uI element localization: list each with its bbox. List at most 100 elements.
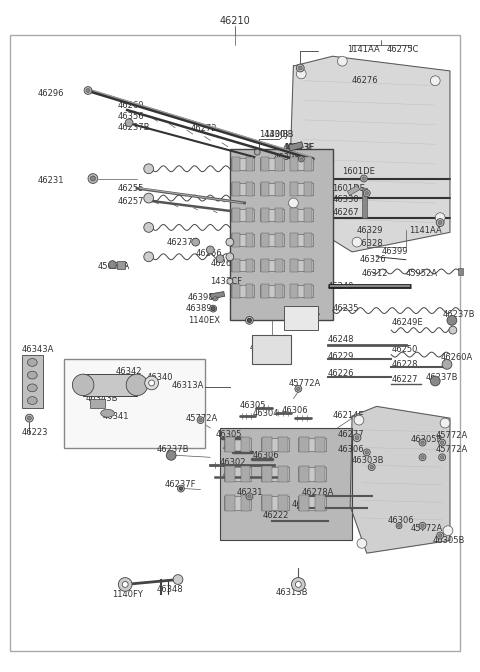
Circle shape	[199, 419, 202, 422]
Text: 46340: 46340	[147, 372, 173, 382]
Circle shape	[419, 454, 426, 461]
Text: 46389: 46389	[186, 304, 213, 313]
Bar	[261, 233, 269, 247]
Bar	[304, 182, 312, 196]
Bar	[275, 182, 283, 196]
Text: 46231: 46231	[37, 176, 64, 185]
Text: 46304: 46304	[252, 409, 279, 418]
Circle shape	[288, 198, 299, 208]
Bar	[275, 208, 283, 222]
Bar	[225, 437, 235, 452]
Bar	[260, 259, 284, 271]
Circle shape	[212, 295, 218, 301]
Circle shape	[437, 532, 444, 539]
Text: 46313A: 46313A	[171, 382, 204, 390]
Circle shape	[179, 487, 183, 491]
Circle shape	[295, 581, 301, 587]
Circle shape	[439, 439, 445, 446]
Bar	[289, 235, 313, 246]
Bar	[299, 437, 326, 452]
Bar	[225, 466, 235, 482]
Bar	[245, 182, 253, 196]
Circle shape	[353, 434, 361, 442]
Circle shape	[357, 538, 367, 548]
Text: 46398: 46398	[188, 294, 215, 302]
Bar	[232, 233, 240, 247]
Text: 46226: 46226	[328, 369, 354, 378]
Bar	[232, 208, 240, 222]
Bar	[362, 188, 367, 218]
Bar	[245, 259, 253, 272]
Circle shape	[149, 380, 155, 386]
Bar	[240, 495, 251, 511]
Bar	[260, 158, 284, 170]
Circle shape	[365, 451, 369, 454]
Text: 46348: 46348	[156, 585, 183, 594]
Bar	[90, 398, 105, 409]
Bar	[231, 158, 254, 170]
Circle shape	[144, 252, 154, 261]
Text: 46229: 46229	[328, 352, 354, 361]
Bar	[22, 355, 43, 409]
Bar	[240, 437, 251, 452]
Circle shape	[296, 69, 306, 79]
Circle shape	[440, 441, 444, 444]
Bar	[275, 259, 283, 272]
Ellipse shape	[27, 396, 37, 405]
Circle shape	[144, 222, 154, 233]
Circle shape	[442, 360, 452, 369]
Circle shape	[368, 464, 375, 470]
Circle shape	[370, 465, 373, 469]
Circle shape	[435, 213, 445, 222]
Bar	[278, 466, 288, 482]
Text: 46255: 46255	[118, 184, 144, 193]
Circle shape	[449, 326, 457, 334]
Bar	[225, 495, 235, 511]
Circle shape	[299, 66, 302, 70]
Bar	[290, 208, 299, 222]
Circle shape	[438, 534, 442, 537]
Circle shape	[90, 176, 96, 181]
Bar	[278, 495, 288, 511]
Circle shape	[421, 524, 424, 528]
Text: 46267: 46267	[333, 208, 359, 217]
Circle shape	[421, 441, 424, 444]
Text: 46237B: 46237B	[166, 238, 199, 247]
Bar	[261, 437, 288, 452]
Text: 46275C: 46275C	[386, 45, 419, 54]
Bar	[261, 182, 269, 196]
Text: 46260A: 46260A	[440, 353, 472, 362]
Bar	[300, 437, 309, 452]
Ellipse shape	[101, 409, 114, 417]
Bar	[232, 157, 240, 171]
Circle shape	[214, 296, 216, 299]
Text: 1141AA: 1141AA	[347, 45, 380, 54]
Circle shape	[180, 487, 182, 490]
Bar	[262, 466, 272, 482]
Text: 46306: 46306	[337, 445, 364, 454]
Circle shape	[212, 307, 215, 310]
Bar	[300, 466, 309, 482]
Circle shape	[144, 164, 154, 173]
Circle shape	[300, 157, 303, 161]
Bar	[230, 149, 333, 321]
Bar	[220, 428, 352, 540]
Circle shape	[439, 454, 445, 461]
Bar	[262, 495, 272, 511]
Text: 46250: 46250	[391, 345, 418, 354]
Text: 46305: 46305	[215, 430, 242, 439]
Ellipse shape	[27, 358, 37, 366]
Bar	[304, 208, 312, 222]
Bar	[304, 233, 312, 247]
Circle shape	[363, 449, 370, 456]
Bar	[245, 284, 253, 298]
Bar	[118, 261, 125, 269]
Bar	[232, 259, 240, 272]
Text: 46227: 46227	[391, 374, 418, 384]
Bar	[240, 466, 251, 482]
Bar	[261, 259, 269, 272]
Circle shape	[145, 376, 158, 390]
Text: 46237B: 46237B	[156, 445, 189, 454]
Bar	[231, 285, 254, 297]
Bar	[288, 142, 303, 151]
